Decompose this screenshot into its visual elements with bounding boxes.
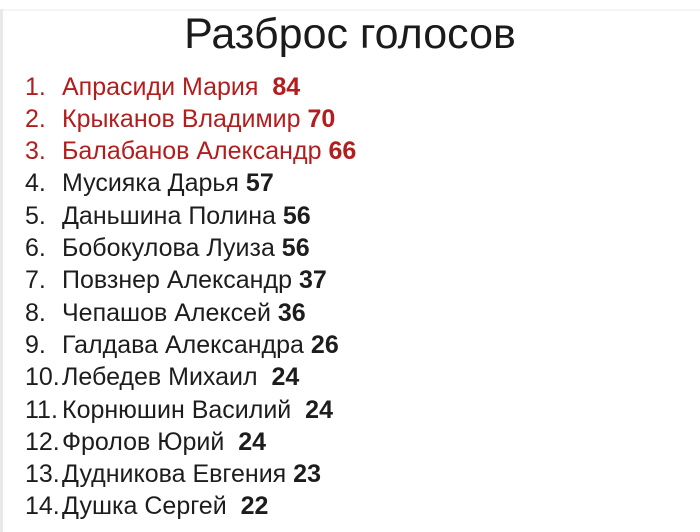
list-item-rank: 6. <box>25 234 46 263</box>
list-item-name: Галдава Александра <box>62 330 304 359</box>
list-item-name: Даньшина Полина <box>62 201 276 230</box>
list-item-separator <box>258 73 272 101</box>
list-item-rank: 13. <box>25 460 60 489</box>
list-item: 6. Бобокулова Луиза 56 <box>25 232 700 264</box>
list-item-name: Повзнер Александр <box>62 266 292 295</box>
list-item: 13.Дудникова Евгения 23 <box>25 458 700 490</box>
list-item-rank: 11. <box>25 395 58 424</box>
list-item-separator <box>301 105 308 133</box>
list-item-name: Корнюшин Василий <box>62 395 292 424</box>
list-item-separator <box>224 428 238 456</box>
list-item-separator <box>292 266 299 294</box>
list-item-votes: 57 <box>245 169 274 198</box>
list-item-separator <box>275 234 282 262</box>
list-item-rank: 1. <box>25 72 46 101</box>
list-item: 8. Чепашов Алексей 36 <box>25 297 700 329</box>
list-item-rank: 4. <box>25 169 46 198</box>
list-item-rank: 10. <box>25 363 60 392</box>
list-item-separator <box>276 202 283 230</box>
list-item-rank: 5. <box>25 201 46 230</box>
list-item: 3. Балабанов Александр 66 <box>25 135 700 167</box>
list-item: 7. Повзнер Александр 37 <box>25 264 700 296</box>
list-item-votes: 66 <box>328 137 357 166</box>
list-item-votes: 24 <box>238 427 267 456</box>
list-item-rank: 8. <box>25 298 46 327</box>
list-item-rank: 9. <box>25 330 46 359</box>
list-item-votes: 36 <box>277 298 306 327</box>
list-item-separator <box>304 331 311 359</box>
list-item-votes: 26 <box>310 330 339 359</box>
list-item-votes: 24 <box>271 363 300 392</box>
list-item: 1. Апрасиди Мария 84 <box>25 71 700 103</box>
list-item-name: Крыканов Владимир <box>62 104 301 133</box>
list-item-separator <box>271 299 278 327</box>
list-item-name: Апрасиди Мария <box>62 72 259 101</box>
list-item: 12.Фролов Юрий 24 <box>25 426 700 458</box>
list-item: 2. Крыканов Владимир 70 <box>25 103 700 135</box>
list-item-votes: 22 <box>240 492 269 521</box>
page-title: Разброс голосов <box>184 10 516 58</box>
list-item: 9. Галдава Александра 26 <box>25 329 700 361</box>
list-item-name: Душка Сергей <box>62 492 227 521</box>
list-item-votes: 56 <box>282 201 311 230</box>
list-item-separator <box>291 396 305 424</box>
list-item-name: Лебедев Михаил <box>62 363 258 392</box>
list-item-rank: 12. <box>25 427 60 456</box>
list-item-rank: 3. <box>25 137 46 166</box>
list-item-votes: 84 <box>272 72 301 101</box>
list-item-votes: 70 <box>307 104 336 133</box>
list-item: 14.Душка Сергей 22 <box>25 490 700 522</box>
list-item-rank: 7. <box>25 266 46 295</box>
list-item-name: Фролов Юрий <box>62 427 225 456</box>
left-edge-divider <box>0 9 3 532</box>
list-item-separator <box>239 169 246 197</box>
list-item-separator <box>258 363 272 391</box>
list-item-votes: 56 <box>281 234 310 263</box>
list-item-votes: 37 <box>298 266 327 295</box>
list-item-rank: 2. <box>25 104 46 133</box>
list-item-rank: 14. <box>25 492 60 521</box>
list-item-votes: 23 <box>293 460 321 489</box>
list-item: 10.Лебедев Михаил 24 <box>25 361 700 393</box>
list-item-name: Мусияка Дарья <box>62 169 239 198</box>
list-item-name: Балабанов Александр <box>62 137 322 166</box>
list-item: 5. Даньшина Полина 56 <box>25 200 700 232</box>
list-item: 4. Мусияка Дарья 57 <box>25 167 700 199</box>
list-item-votes: 24 <box>305 395 333 424</box>
list-item: 11. Корнюшин Василий 24 <box>25 394 700 426</box>
list-item-separator <box>227 492 241 520</box>
top-edge-divider <box>0 9 700 11</box>
list-item-name: Дудникова Евгения <box>62 460 287 489</box>
list-item-name: Бобокулова Луиза <box>62 234 275 263</box>
list-item-name: Чепашов Алексей <box>62 298 271 327</box>
votes-list: 1. Апрасиди Мария 84 2. Крыканов Владимир … <box>0 71 700 523</box>
